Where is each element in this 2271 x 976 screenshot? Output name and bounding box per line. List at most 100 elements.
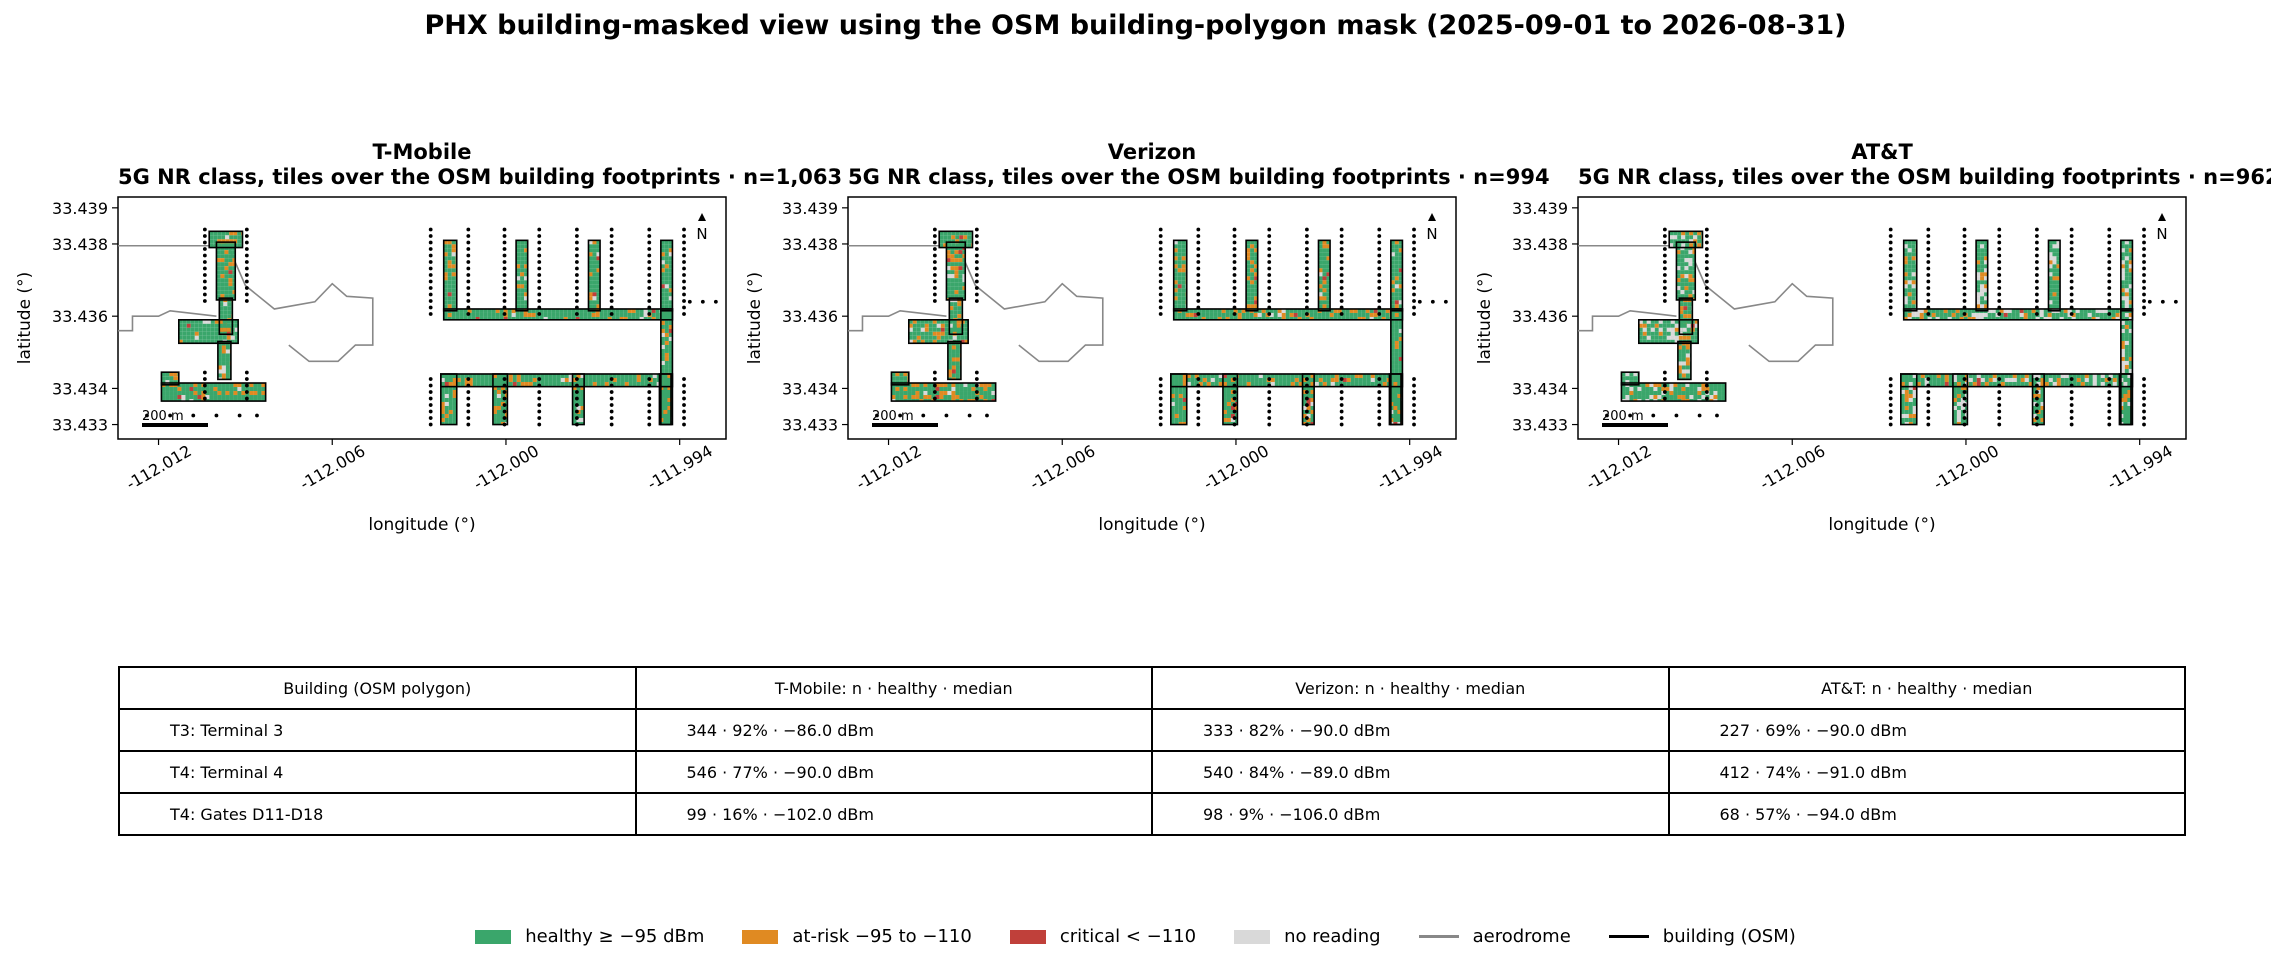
signal-tile bbox=[1397, 373, 1401, 378]
signal-tile bbox=[895, 399, 900, 402]
signal-tile bbox=[1658, 331, 1663, 336]
signal-tile bbox=[2123, 373, 2128, 378]
signal-tile bbox=[520, 252, 525, 257]
signal-tile bbox=[580, 405, 585, 410]
signal-tile bbox=[588, 240, 593, 245]
signal-tile bbox=[987, 399, 992, 402]
signal-tile bbox=[667, 417, 671, 422]
signal-tile bbox=[213, 391, 218, 396]
gate-marker bbox=[682, 292, 686, 297]
signal-tile bbox=[213, 395, 218, 400]
gate-marker bbox=[1962, 234, 1967, 238]
signal-tile bbox=[1390, 268, 1395, 273]
signal-tile bbox=[496, 409, 501, 414]
signal-tile bbox=[1681, 383, 1686, 388]
signal-tile bbox=[524, 260, 528, 265]
signal-tile bbox=[452, 405, 457, 410]
signal-tile bbox=[1210, 377, 1215, 382]
signal-tile bbox=[2048, 280, 2053, 285]
signal-tile bbox=[2120, 356, 2125, 361]
signal-tile bbox=[971, 383, 976, 388]
gate-marker bbox=[244, 227, 249, 232]
signal-tile bbox=[504, 413, 508, 418]
signal-tile bbox=[1666, 339, 1671, 344]
gate-marker bbox=[609, 253, 614, 258]
signal-tile bbox=[1976, 260, 1981, 265]
signal-tile bbox=[1903, 312, 1908, 317]
signal-tile bbox=[194, 335, 199, 340]
gate-marker bbox=[682, 227, 686, 232]
signal-tile bbox=[1972, 377, 1977, 382]
signal-tile bbox=[2043, 308, 2048, 313]
signal-tile bbox=[1297, 316, 1302, 320]
gate-marker bbox=[1232, 247, 1237, 251]
gate-marker bbox=[932, 260, 937, 264]
signal-tile bbox=[524, 377, 529, 382]
signal-tile bbox=[950, 266, 955, 271]
signal-tile bbox=[1182, 393, 1187, 398]
signal-tile bbox=[520, 244, 525, 249]
gate-marker bbox=[1888, 416, 1893, 420]
signal-tile bbox=[2076, 381, 2081, 386]
signal-tile bbox=[943, 387, 948, 392]
signal-tile bbox=[1390, 280, 1395, 285]
signal-tile bbox=[1394, 304, 1399, 309]
signal-tile bbox=[1931, 312, 1936, 317]
signal-tile bbox=[663, 397, 668, 402]
signal-tile bbox=[564, 381, 569, 386]
panel-subtitle: 5G NR class, tiles over the OSM building… bbox=[848, 165, 1550, 189]
gate-marker bbox=[1232, 234, 1237, 238]
signal-tile bbox=[2052, 260, 2057, 265]
signal-tile bbox=[955, 239, 960, 244]
signal-tile bbox=[1984, 280, 1988, 285]
signal-tile bbox=[1314, 381, 1319, 386]
signal-tile bbox=[1900, 405, 1905, 410]
gate-marker bbox=[2034, 240, 2039, 245]
signal-tile bbox=[616, 373, 621, 378]
signal-tile bbox=[444, 385, 449, 390]
signal-tile bbox=[1653, 395, 1658, 400]
signal-tile bbox=[2124, 276, 2129, 281]
gate-marker bbox=[2142, 396, 2146, 401]
gate-marker bbox=[1377, 377, 1382, 381]
signal-tile bbox=[1382, 373, 1387, 378]
signal-tile bbox=[1939, 312, 1944, 317]
signal-tile bbox=[584, 377, 589, 382]
signal-tile bbox=[954, 294, 959, 299]
signal-tile bbox=[2103, 308, 2108, 313]
signal-tile bbox=[1250, 272, 1255, 277]
gate-marker bbox=[1158, 299, 1163, 303]
signal-tile bbox=[1226, 385, 1231, 390]
signal-tile bbox=[1322, 300, 1327, 305]
signal-tile bbox=[2123, 401, 2128, 406]
signal-tile bbox=[217, 235, 222, 240]
signal-tile bbox=[455, 308, 460, 313]
signal-tile bbox=[572, 397, 577, 402]
gate-marker bbox=[609, 312, 614, 316]
signal-tile bbox=[1717, 391, 1722, 396]
signal-tile bbox=[1302, 413, 1307, 418]
signal-tile bbox=[572, 417, 577, 422]
signal-tile bbox=[932, 335, 937, 340]
signal-tile bbox=[1911, 264, 1916, 269]
signal-tile bbox=[1266, 373, 1271, 378]
signal-tile bbox=[664, 284, 669, 289]
signal-tile bbox=[2120, 316, 2125, 321]
gate-marker bbox=[2107, 227, 2112, 232]
table-cell: 99 · 16% · −102.0 dBm bbox=[634, 792, 1153, 836]
signal-tile bbox=[923, 387, 928, 392]
signal-tile bbox=[1658, 327, 1663, 332]
signal-tile bbox=[932, 319, 937, 324]
signal-tile bbox=[555, 308, 560, 313]
signal-tile bbox=[572, 377, 577, 382]
signal-tile bbox=[576, 413, 581, 418]
signal-tile bbox=[920, 339, 925, 344]
building-outline bbox=[1952, 373, 1969, 426]
gate-marker bbox=[574, 299, 579, 303]
signal-tile bbox=[447, 300, 452, 305]
signal-tile bbox=[233, 235, 238, 240]
signal-tile bbox=[1717, 383, 1722, 388]
signal-tile bbox=[588, 256, 593, 261]
signal-tile bbox=[1662, 319, 1667, 324]
signal-tile bbox=[1234, 401, 1238, 406]
